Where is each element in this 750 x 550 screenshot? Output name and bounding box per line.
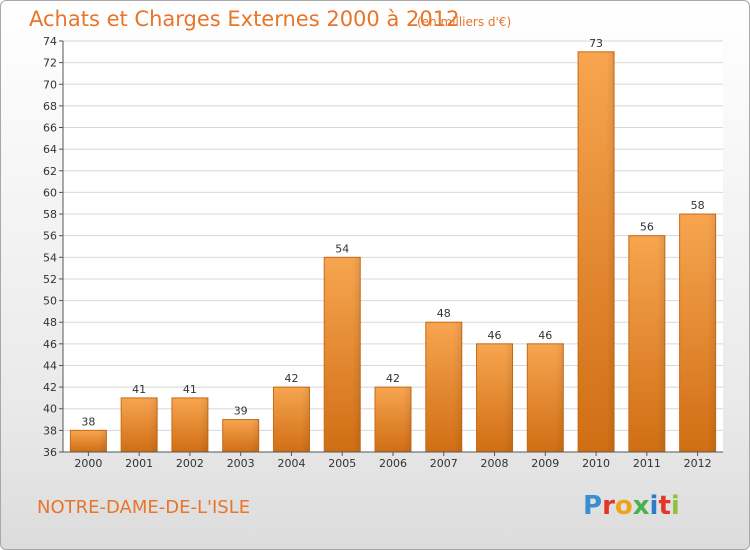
y-axis-ticks: 36 38 40 42 44 46 48 50 52 54 56 58 60 62 64 66 68 70 72 74	[43, 35, 63, 459]
bar-2002	[171, 397, 209, 453]
data-label: 58	[691, 199, 705, 212]
logo-letter: P	[583, 491, 603, 521]
data-label: 56	[640, 221, 654, 234]
bar-shade	[504, 343, 513, 452]
x-tick-label: 2008	[481, 457, 509, 470]
x-tick-label: 2011	[633, 457, 661, 470]
bar-shade	[199, 397, 208, 452]
data-label: 46	[488, 329, 502, 342]
logo-letter: i	[649, 491, 659, 521]
y-tick-label: 68	[43, 100, 57, 113]
bar-2012	[679, 213, 717, 453]
bar-2003	[222, 419, 260, 453]
x-tick-label: 2009	[531, 457, 559, 470]
y-tick-label: 42	[43, 381, 57, 394]
y-tick-label: 58	[43, 208, 57, 221]
bar-shade	[352, 257, 361, 452]
y-tick-label: 38	[43, 424, 57, 437]
y-tick-label: 70	[43, 78, 57, 91]
logo-letter: t	[658, 491, 671, 521]
bar-2006	[374, 386, 412, 453]
data-label: 38	[81, 415, 95, 428]
y-tick-label: 60	[43, 186, 57, 199]
data-label: 54	[335, 242, 349, 255]
data-label: 46	[538, 329, 552, 342]
x-tick-label: 2010	[582, 457, 610, 470]
y-tick-label: 50	[43, 295, 57, 308]
bar-2009	[526, 343, 564, 453]
bar-2007	[425, 321, 463, 453]
y-tick-label: 54	[43, 251, 57, 264]
x-tick-label: 2005	[328, 457, 356, 470]
y-tick-label: 64	[43, 143, 57, 156]
bar-2004	[272, 386, 310, 453]
bar-shade	[453, 322, 462, 452]
y-tick-label: 44	[43, 359, 57, 372]
y-tick-label: 52	[43, 273, 57, 286]
y-tick-label: 74	[43, 35, 57, 48]
y-tick-label: 48	[43, 316, 57, 329]
data-labels: 38 41 41 39 42 54 42 48 46 46 73 56 58	[81, 37, 704, 429]
data-label: 42	[284, 372, 298, 385]
axes	[62, 41, 723, 453]
bar-2010	[577, 51, 615, 453]
bar-shade	[707, 214, 716, 452]
y-tick-label: 46	[43, 338, 57, 351]
chart-title: Achats et Charges Externes 2000 à 2012	[29, 7, 460, 31]
bar-2011	[628, 235, 666, 453]
bar-shade	[149, 397, 158, 452]
x-tick-label: 2007	[430, 457, 458, 470]
data-label: 48	[437, 307, 451, 320]
bar-shade	[555, 343, 564, 452]
data-label: 42	[386, 372, 400, 385]
bar-shade	[301, 387, 310, 452]
bar-shade	[403, 387, 411, 452]
bar-shade	[656, 235, 665, 452]
bars	[69, 51, 717, 453]
y-tick-label: 36	[43, 446, 57, 459]
logo-letter: r	[602, 491, 615, 521]
x-tick-label: 2003	[227, 457, 255, 470]
logo-letter: o	[614, 491, 633, 521]
y-tick-label: 62	[43, 165, 57, 178]
chart-unit: (en milliers d'€)	[417, 15, 512, 29]
bar-shade	[98, 430, 107, 452]
x-tick-label: 2004	[277, 457, 305, 470]
data-label: 41	[183, 383, 197, 396]
bar-2005	[323, 256, 361, 453]
x-tick-label: 2001	[125, 457, 153, 470]
bar-2000	[69, 429, 107, 453]
data-label: 39	[234, 405, 248, 418]
proxiti-logo[interactable]: Proxiti	[583, 491, 680, 521]
x-tick-label: 2012	[684, 457, 712, 470]
y-tick-label: 66	[43, 122, 57, 135]
bar-2001	[120, 397, 158, 453]
logo-letter: i	[670, 491, 680, 521]
y-tick-label: 72	[43, 57, 57, 70]
x-axis-ticks: 2000 2001 2002 2003 2004 2005 2006 2007 2008 2009…	[74, 452, 712, 470]
bar-shade	[606, 51, 615, 452]
x-tick-label: 2002	[176, 457, 204, 470]
x-tick-label: 2000	[74, 457, 102, 470]
data-label: 73	[589, 37, 603, 50]
commune-name: NOTRE-DAME-DE-L'ISLE	[37, 497, 251, 518]
bar-shade	[250, 419, 259, 452]
bar-2008	[476, 343, 514, 453]
data-label: 41	[132, 383, 146, 396]
y-tick-label: 56	[43, 230, 57, 243]
x-tick-label: 2006	[379, 457, 407, 470]
y-tick-label: 40	[43, 403, 57, 416]
logo-letter: x	[632, 491, 650, 521]
